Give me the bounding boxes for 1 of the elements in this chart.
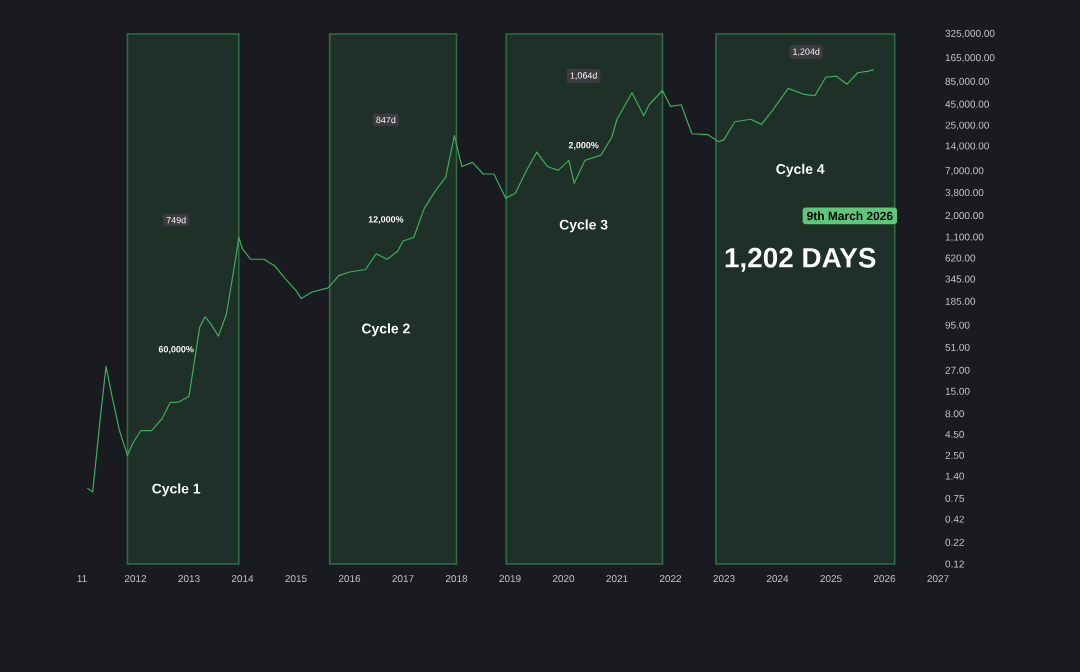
annotation: 1,202 DAYS bbox=[725, 247, 876, 272]
